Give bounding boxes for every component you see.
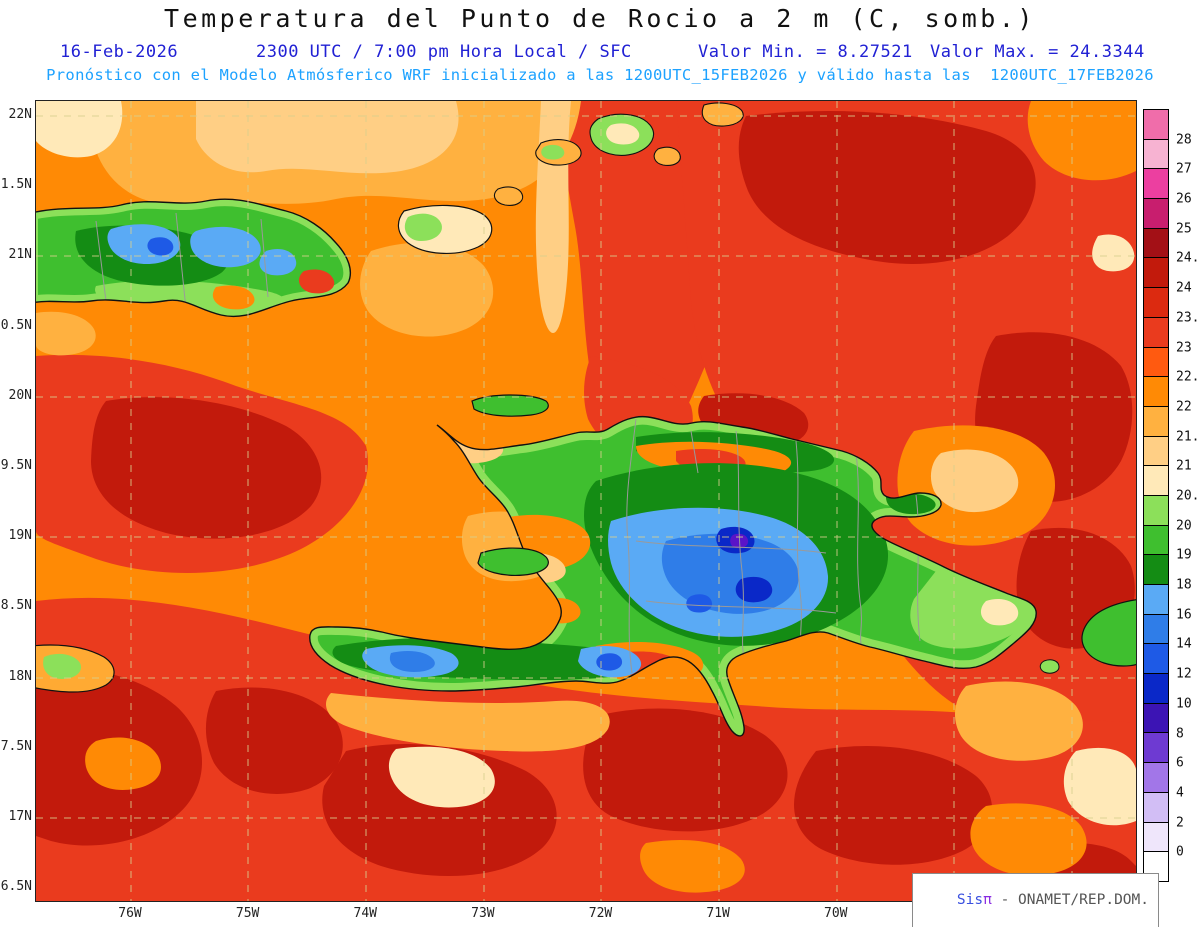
colorbar-segment <box>1143 109 1169 140</box>
colorbar-segment <box>1143 584 1169 615</box>
colorbar-label: 19 <box>1176 547 1192 563</box>
colorbar-segment <box>1143 376 1169 407</box>
colorbar-segment <box>1143 791 1169 823</box>
x-axis-label: 70W <box>824 906 848 921</box>
value-max-label: Valor Max. = 24.3344 <box>930 42 1145 62</box>
colorbar-segment <box>1143 702 1169 734</box>
y-axis-label: 7.5N <box>0 738 32 754</box>
colorbar-segment <box>1143 168 1169 200</box>
valid-time: 2300 UTC / 7:00 pm Hora Local / SFC <box>256 42 632 62</box>
graticule <box>36 101 1136 901</box>
map-plot <box>35 100 1137 902</box>
colorbar-segment <box>1143 287 1169 318</box>
dewpoint-field-map <box>36 101 1136 901</box>
branding-box: Sisπ - ONAMET/REP.DOM. <box>912 873 1159 927</box>
colorbar-label: 26 <box>1176 191 1192 207</box>
colorbar-segment <box>1143 227 1169 259</box>
colorbar-segment <box>1143 346 1169 378</box>
colorbar-label: 23.5 <box>1176 310 1200 326</box>
colorbar-label: 14 <box>1176 636 1192 652</box>
colorbar-label: 8 <box>1176 726 1184 742</box>
valid-date: 16-Feb-2026 <box>60 42 179 62</box>
y-axis-label: 0.5N <box>0 317 32 333</box>
x-axis-label: 71W <box>706 906 730 921</box>
x-axis-label: 76W <box>118 906 142 921</box>
y-axis-label: 1.5N <box>0 177 32 193</box>
colorbar-label: 2 <box>1176 815 1184 831</box>
colorbar-label: 22 <box>1176 399 1192 415</box>
y-axis-label: 19N <box>8 528 32 544</box>
colorbar-segment <box>1143 257 1169 289</box>
colorbar-segment <box>1143 554 1169 585</box>
colorbar-segment <box>1143 316 1169 348</box>
y-axis-label: 20N <box>8 387 32 403</box>
colorbar-segment <box>1143 821 1169 853</box>
island-tortuga <box>471 394 549 417</box>
colorbar-segment <box>1143 138 1169 170</box>
colorbar-label: 22.5 <box>1176 369 1200 385</box>
y-axis-label: 8.5N <box>0 598 32 614</box>
island-gonave <box>477 547 549 576</box>
colorbar-label: 0 <box>1176 844 1184 860</box>
y-axis-label: 6.5N <box>0 879 32 895</box>
value-min-label: Valor Min. = 8.27521 <box>698 42 913 62</box>
y-axis-label: 18N <box>8 668 32 684</box>
colorbar-label: 25 <box>1176 221 1192 237</box>
y-axis-label: 21N <box>8 247 32 263</box>
y-axis-label: 17N <box>8 809 32 824</box>
colorbar-label: 24 <box>1176 280 1192 296</box>
islands-inagua <box>397 186 524 254</box>
colorbar-label: 12 <box>1176 666 1192 682</box>
x-axis-label: 75W <box>235 906 260 921</box>
colorbar-label: 23 <box>1176 340 1192 356</box>
colorbar-label: 16 <box>1176 607 1192 623</box>
colorbar-segment <box>1143 524 1169 556</box>
x-axis-label: 73W <box>471 906 495 921</box>
model-run-line: Pronóstico con el Modelo Atmósferico WRF… <box>46 66 1154 84</box>
colorbar-segment <box>1143 732 1169 764</box>
colorbar-label: 21.5 <box>1176 429 1200 445</box>
colorbar-segment <box>1143 613 1169 645</box>
colorbar-segment <box>1143 494 1169 526</box>
island-cuba <box>36 198 352 318</box>
page-title: Temperatura del Punto de Rocio a 2 m (C,… <box>164 4 1036 33</box>
branding-sis: Sis <box>956 892 984 908</box>
colorbar-label: 24.5 <box>1176 250 1200 266</box>
colorbar-label: 20 <box>1176 518 1192 534</box>
colorbar-segment <box>1143 198 1169 229</box>
colorbar-segment <box>1143 643 1169 675</box>
colorbar-label: 20.5 <box>1176 488 1200 504</box>
colorbar-label: 27 <box>1176 161 1192 177</box>
colorbar-label: 21 <box>1176 458 1192 474</box>
colorbar-label: 28 <box>1176 132 1192 148</box>
islands-turks-caicos <box>535 102 744 166</box>
x-axis-label: 74W <box>353 906 377 921</box>
colorbar-segment <box>1143 762 1169 793</box>
x-axis-label: 72W <box>588 906 613 921</box>
branding-name: - ONAMET/REP.DOM. <box>991 892 1149 908</box>
branding-pi-icon: π <box>983 892 992 908</box>
colorbar-label: 10 <box>1176 696 1192 712</box>
colorbar-segment <box>1143 435 1169 467</box>
colorbar-segment <box>1143 405 1169 437</box>
colorbar-label: 18 <box>1176 577 1192 593</box>
colorbar-segment <box>1143 465 1169 496</box>
colorbar: 2827262524.52423.52322.52221.52120.52019… <box>1143 109 1200 884</box>
colorbar-segment <box>1143 673 1169 704</box>
colorbar-label: 4 <box>1176 785 1184 801</box>
island-jamaica <box>36 644 115 693</box>
y-axis-label: 9.5N <box>0 458 32 473</box>
island-puerto-rico-edge <box>1039 599 1136 674</box>
colorbar-label: 6 <box>1176 755 1184 771</box>
y-axis-label: 22N <box>8 107 32 122</box>
